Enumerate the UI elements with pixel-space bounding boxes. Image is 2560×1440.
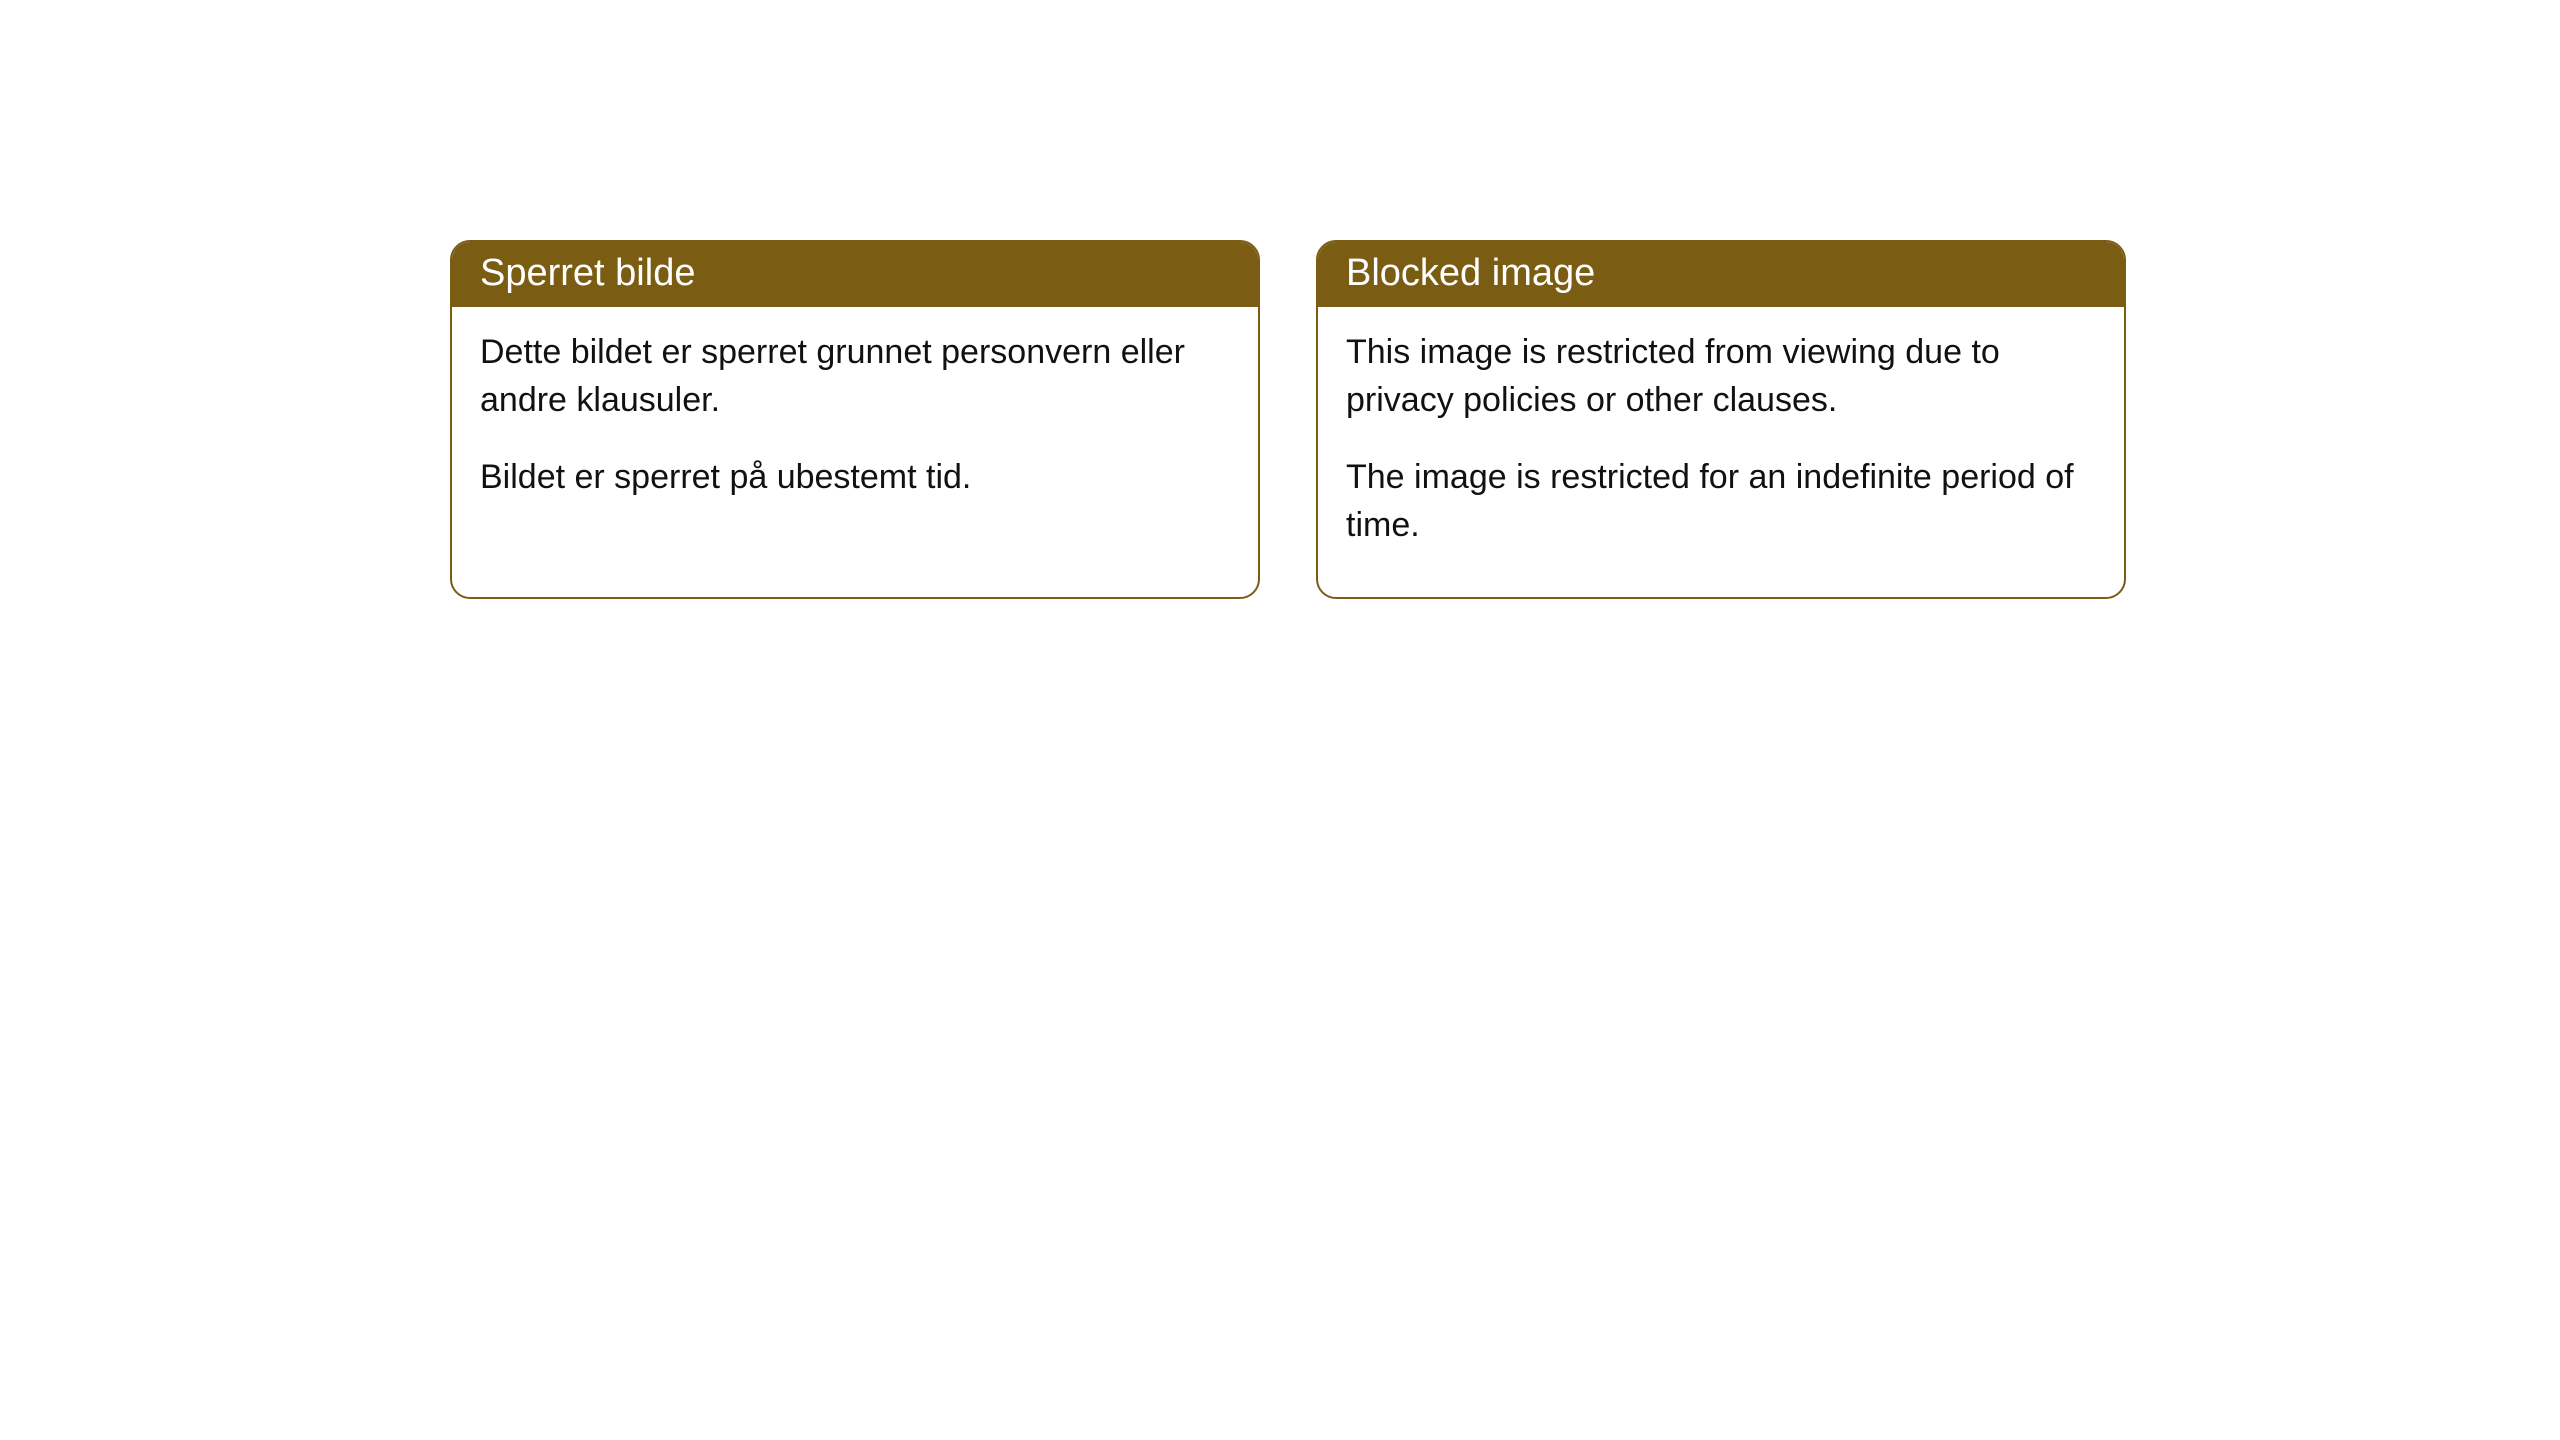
card-body: This image is restricted from viewing du…: [1318, 307, 2124, 597]
blocked-image-card-no: Sperret bilde Dette bildet er sperret gr…: [450, 240, 1260, 599]
card-body: Dette bildet er sperret grunnet personve…: [452, 307, 1258, 550]
card-title: Sperret bilde: [480, 252, 695, 294]
card-header: Sperret bilde: [452, 242, 1258, 307]
card-paragraph-1: This image is restricted from viewing du…: [1346, 329, 2096, 424]
card-paragraph-1: Dette bildet er sperret grunnet personve…: [480, 329, 1230, 424]
card-paragraph-2: The image is restricted for an indefinit…: [1346, 454, 2096, 549]
card-paragraph-2: Bildet er sperret på ubestemt tid.: [480, 454, 1230, 502]
card-header: Blocked image: [1318, 242, 2124, 307]
blocked-image-card-en: Blocked image This image is restricted f…: [1316, 240, 2126, 599]
card-title: Blocked image: [1346, 252, 1595, 294]
notice-cards-container: Sperret bilde Dette bildet er sperret gr…: [450, 240, 2126, 599]
